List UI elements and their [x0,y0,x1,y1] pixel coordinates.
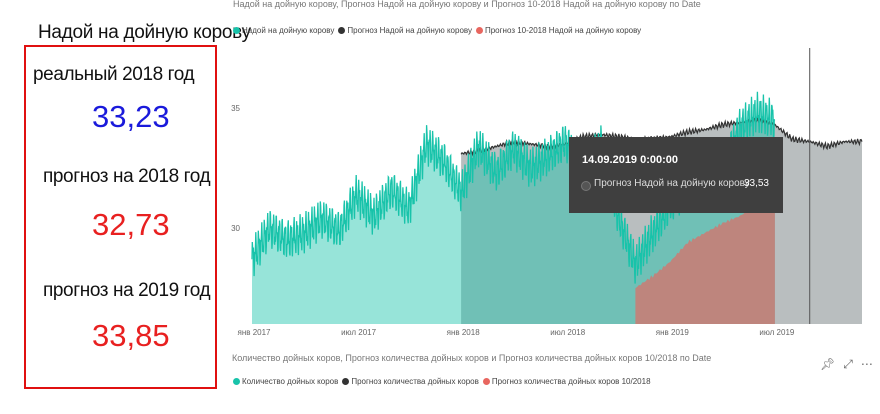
legend-dot-forecast-10-2018 [475,27,483,34]
kpi-value-real-2018: 33,23 [92,99,170,134]
kpi-title: Надой на дойную корову [38,22,251,43]
legend2-item-count[interactable]: Количество дойных коров [233,377,338,386]
kpi-label-forecast-2018: прогноз на 2018 год [43,166,211,187]
legend2-label-forecast: Прогноз количества дойных коров [351,377,479,386]
chart2-legend: Количество дойных коров Прогноз количест… [233,377,655,386]
x-tick-label: янв 2017 [237,328,271,337]
x-tick-label: июл 2018 [550,328,586,337]
legend-item-actual[interactable]: Надой на дойную корову [233,26,334,35]
legend-dot-actual [233,27,240,34]
legend-label-actual: Надой на дойную корову [242,26,335,35]
tooltip-value: 33,53 [743,178,769,189]
tooltip-title: 14.09.2019 0:00:00 [582,154,679,166]
tooltip-series-dot [581,181,591,191]
kpi-card: реальный 2018 год 33,23 прогноз на 2018 … [24,45,217,389]
x-tick-label: июл 2017 [341,328,377,337]
kpi-label-forecast-2019: прогноз на 2019 год [43,280,211,301]
chart-legend: Надой на дойную корову Прогноз Надой на … [233,26,645,35]
legend2-dot-forecast-10-2018 [482,378,490,385]
chart-title: Надой на дойную корову, Прогноз Надой на… [233,0,701,9]
more-options-icon[interactable]: ⋯ [860,357,873,371]
legend2-dot-forecast [342,378,350,385]
tooltip-label: Прогноз Надой на дойную корову [594,178,750,189]
y-tick-label: 30 [231,224,240,233]
chart2-title: Количество дойных коров, Прогноз количес… [232,353,712,363]
x-tick-label: янв 2019 [656,328,690,337]
legend2-item-forecast-10-2018[interactable]: Прогноз количества дойных коров 10/2018 [482,377,651,386]
visual-toolbar: 📌︎ ⤢ ⋯ [820,357,873,372]
series-forecast-10-2018-area [635,198,775,324]
kpi-value-forecast-2019: 33,85 [92,318,170,353]
tooltip: 14.09.2019 0:00:00 Прогноз Надой на дойн… [569,137,783,213]
legend-label-forecast-10-2018: Прогноз 10-2018 Надой на дойную корову [484,26,642,35]
y-axis: 35 30 [231,104,240,233]
series-actual-area [252,91,775,324]
pin-icon[interactable]: 📌︎ [820,357,836,371]
legend-item-forecast-10-2018[interactable]: Прогноз 10-2018 Надой на дойную корову [475,26,642,35]
kpi-label-real-2018: реальный 2018 год [33,64,195,85]
legend2-label-forecast-10-2018: Прогноз количества дойных коров 10/2018 [491,377,651,386]
x-axis: янв 2017 июл 2017 янв 2018 июл 2018 янв 2019… [237,328,794,337]
y-tick-label: 35 [231,104,240,113]
legend2-item-forecast[interactable]: Прогноз количества дойных коров [342,377,479,386]
legend2-dot-count [233,378,240,385]
kpi-value-forecast-2018: 32,73 [92,207,170,242]
legend2-label-count: Количество дойных коров [242,377,339,386]
focus-mode-icon[interactable]: ⤢ [843,357,853,371]
legend-dot-forecast [338,27,346,34]
legend-label-forecast: Прогноз Надой на дойную корову [347,26,472,35]
x-tick-label: июл 2019 [759,328,795,337]
legend-item-forecast[interactable]: Прогноз Надой на дойную корову [338,26,472,35]
x-tick-label: янв 2018 [447,328,481,337]
